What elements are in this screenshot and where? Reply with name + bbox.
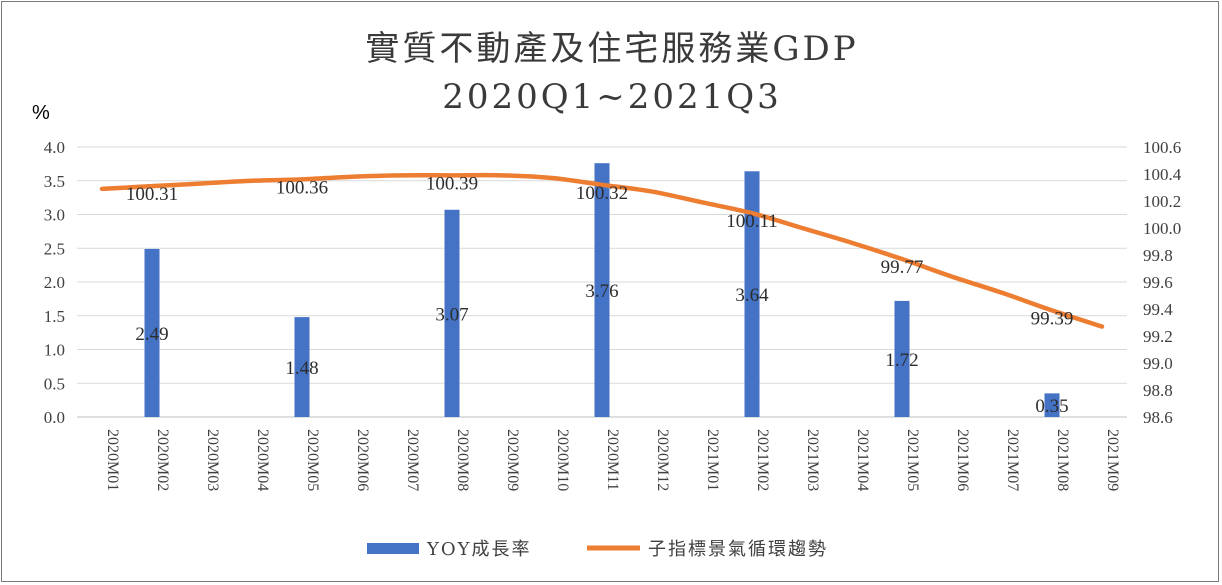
x-tick-label: 2020M07 [404, 429, 421, 491]
line-data-label: 100.32 [576, 183, 628, 204]
bar-data-label: 3.76 [585, 281, 618, 302]
bar [144, 248, 160, 417]
left-tick-label: 0.5 [44, 374, 65, 393]
bar [294, 317, 310, 417]
right-axis-ticks: 100.6 100.4 100.2 100.0 99.8 99.6 99.4 99.2 99.0… [1143, 138, 1182, 427]
left-axis-ticks: 4.0 3.5 3.0 2.5 2.0 1.5 1.0 0.5 0.0 [44, 138, 65, 427]
bar-data-label: 1.48 [285, 358, 318, 379]
x-tick-label: 2021M08 [1054, 429, 1071, 491]
left-tick-label: 2.0 [44, 273, 65, 292]
left-tick-label: 0.0 [44, 408, 65, 427]
right-tick-label: 98.8 [1143, 381, 1173, 400]
legend-label-bar: YOY成長率 [426, 539, 532, 560]
x-tick-label: 2021M02 [754, 429, 771, 491]
x-tick-label: 2021M09 [1104, 429, 1121, 491]
left-tick-label: 1.5 [44, 307, 65, 326]
bar [594, 163, 610, 417]
bar-data-label: 3.64 [735, 285, 769, 306]
x-tick-label: 2020M04 [254, 429, 271, 491]
right-tick-label: 99.4 [1143, 300, 1173, 319]
line-data-label: 100.39 [426, 173, 478, 194]
right-tick-label: 98.6 [1143, 408, 1173, 427]
data-labels: 2.49 1.48 3.07 3.76 3.64 1.72 0.35 100.31 100.36… [126, 173, 1074, 417]
legend-label-line: 子指標景氣循環趨勢 [648, 539, 828, 560]
x-tick-label: 2020M11 [604, 429, 621, 491]
right-tick-label: 100.2 [1143, 192, 1181, 211]
bar-data-label: 2.49 [135, 324, 168, 345]
line-data-label: 100.31 [126, 184, 178, 205]
x-tick-label: 2020M08 [454, 429, 471, 491]
x-tick-label: 2021M05 [904, 429, 921, 491]
bar-data-label: 0.35 [1035, 396, 1068, 417]
left-tick-label: 3.0 [44, 206, 65, 225]
x-tick-label: 2020M05 [304, 429, 321, 491]
line-data-label: 99.39 [1031, 308, 1074, 329]
left-tick-label: 3.5 [44, 172, 65, 191]
bar [1044, 393, 1060, 417]
legend: YOY成長率 子指標景氣循環趨勢 [367, 539, 828, 560]
left-tick-label: 2.5 [44, 239, 65, 258]
chart-title-line1: 實質不動產及住宅服務業GDP [365, 29, 858, 69]
right-tick-label: 100.6 [1143, 138, 1181, 157]
x-tick-label: 2021M03 [804, 429, 821, 491]
x-tick-label: 2020M02 [154, 429, 171, 491]
right-tick-label: 99.8 [1143, 246, 1173, 265]
line-series [99, 172, 1105, 329]
x-tick-label: 2021M06 [954, 429, 971, 491]
right-tick-label: 100.0 [1143, 219, 1181, 238]
right-tick-label: 100.4 [1143, 165, 1182, 184]
x-tick-label: 2020M09 [504, 429, 521, 491]
bar [744, 171, 760, 417]
bar-series [144, 163, 1060, 417]
line-data-label: 99.77 [881, 257, 924, 278]
line-data-label: 100.11 [726, 211, 778, 232]
right-tick-label: 99.0 [1143, 354, 1173, 373]
bar-data-label: 3.07 [435, 304, 468, 325]
legend-swatch-bar [367, 543, 419, 554]
bar [444, 209, 460, 417]
x-tick-label: 2021M07 [1004, 429, 1021, 491]
x-tick-label: 2021M04 [854, 429, 871, 491]
right-tick-label: 99.2 [1143, 327, 1173, 346]
x-tick-label: 2020M03 [204, 429, 221, 491]
x-axis-ticks: 2020M01 2020M02 2020M03 2020M04 2020M05 2020M… [104, 429, 1121, 491]
line-data-label: 100.36 [276, 177, 328, 198]
chart-title-line2: 2020Q1~2021Q3 [442, 77, 782, 117]
right-tick-label: 99.6 [1143, 273, 1173, 292]
x-tick-label: 2020M10 [554, 429, 571, 491]
left-tick-label: 1.0 [44, 341, 65, 360]
x-tick-label: 2020M01 [104, 429, 121, 491]
x-tick-label: 2021M01 [704, 429, 721, 491]
left-axis-unit: % [32, 102, 50, 124]
x-tick-label: 2020M12 [654, 429, 671, 491]
bar-data-label: 1.72 [885, 350, 918, 371]
bar [894, 300, 910, 417]
left-tick-label: 4.0 [44, 138, 65, 157]
trend-line [99, 172, 1105, 329]
x-tick-label: 2020M06 [354, 429, 371, 491]
